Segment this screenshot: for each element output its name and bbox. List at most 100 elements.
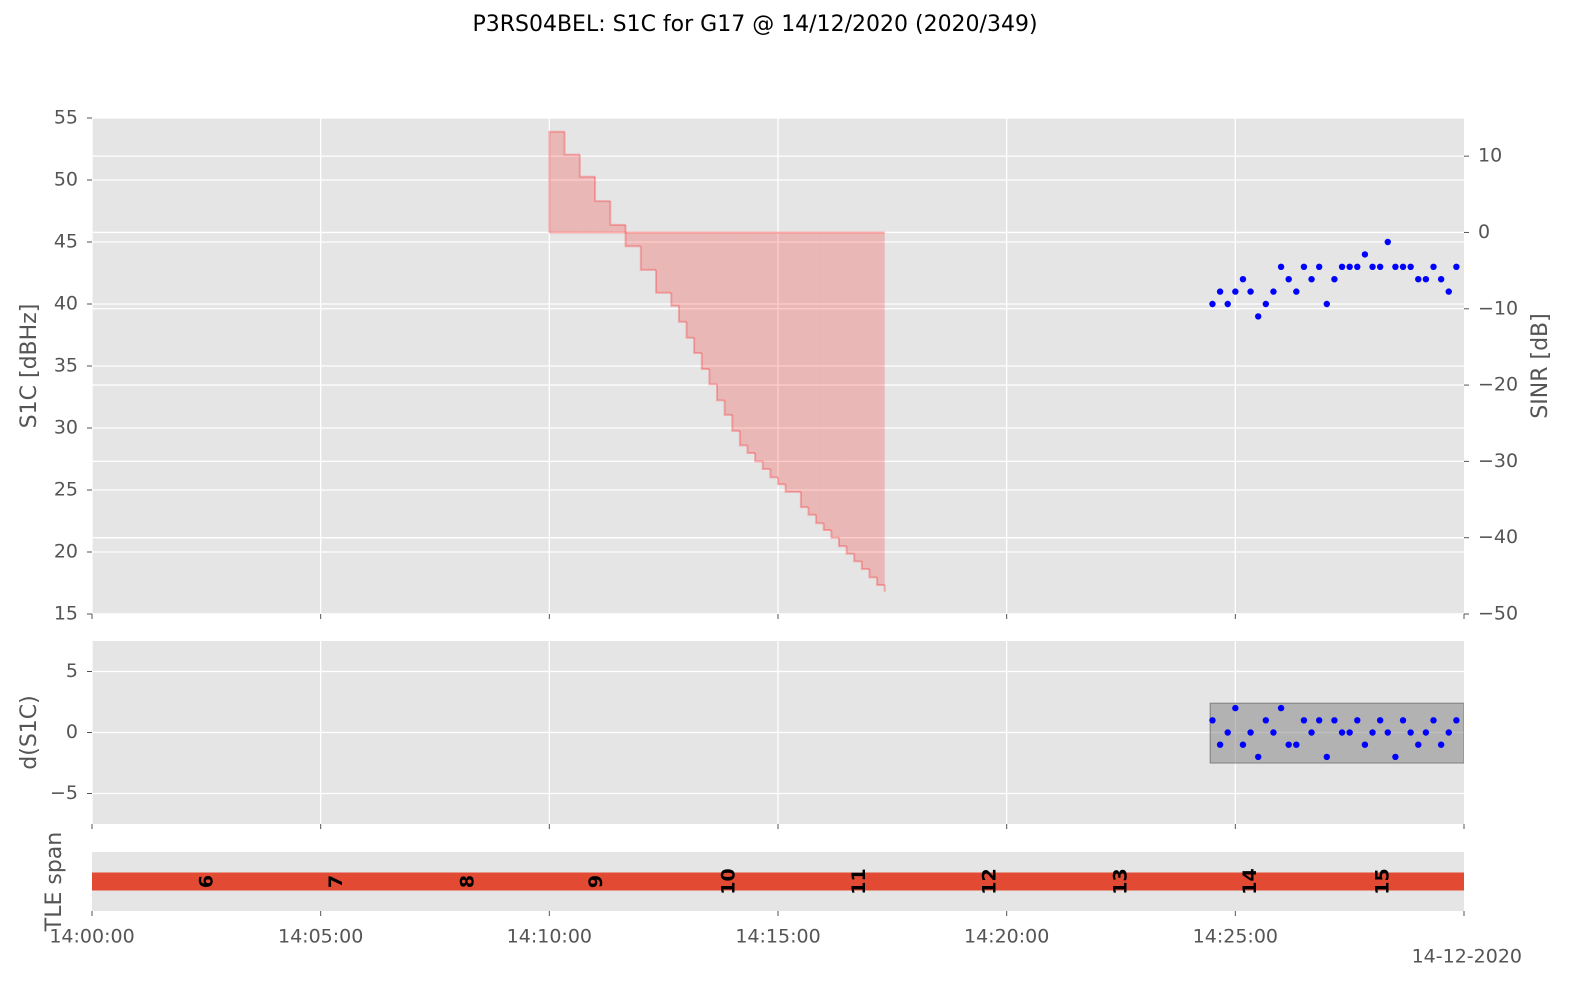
- y-tick-label: 10: [1478, 145, 1502, 167]
- step-line: [738, 430, 748, 447]
- point: [1399, 263, 1407, 270]
- step-fill: [724, 232, 733, 415]
- step-fill: [838, 232, 847, 547]
- span-label: 11: [848, 868, 870, 894]
- y-axis-label: d(S1C): [17, 695, 42, 769]
- step-line: [716, 384, 725, 402]
- y-tick-label: 30: [54, 417, 78, 439]
- point: [1308, 729, 1315, 736]
- step-line: [655, 269, 672, 294]
- point: [1407, 729, 1414, 736]
- y-tick-label: 15: [54, 603, 78, 625]
- step-line: [563, 131, 580, 156]
- point: [1270, 729, 1277, 736]
- point: [1255, 313, 1262, 320]
- point: [1384, 238, 1391, 246]
- point: [1445, 729, 1452, 736]
- point: [1338, 729, 1346, 736]
- point: [1277, 263, 1285, 270]
- step-line: [777, 477, 786, 486]
- point: [1415, 741, 1422, 748]
- point: [1300, 263, 1308, 270]
- step-fill: [717, 232, 725, 401]
- point: [1346, 729, 1353, 736]
- point: [1285, 741, 1292, 748]
- step-fill: [762, 232, 771, 470]
- span-label: 6: [196, 875, 218, 888]
- point: [1224, 729, 1231, 736]
- y-tick-label: 25: [54, 479, 78, 501]
- step-fill: [755, 232, 763, 462]
- point: [1262, 717, 1270, 724]
- point: [1437, 741, 1445, 748]
- point: [1300, 717, 1308, 724]
- step-fill: [854, 232, 862, 562]
- step-fill: [785, 232, 801, 492]
- step-line: [708, 369, 718, 386]
- point: [1354, 717, 1361, 724]
- point: [1376, 717, 1384, 724]
- step-fill: [595, 201, 611, 233]
- point: [1247, 288, 1254, 295]
- point: [1232, 288, 1239, 295]
- point: [1361, 251, 1369, 258]
- x-tick-label: 14:20:00: [964, 926, 1049, 948]
- point: [1437, 276, 1445, 283]
- point: [1354, 263, 1361, 270]
- span-label: 14: [1239, 868, 1261, 894]
- point: [1392, 263, 1399, 270]
- step-line: [723, 400, 733, 416]
- x-tick-label: 14:25:00: [1193, 926, 1278, 948]
- step-fill: [770, 232, 778, 478]
- y-axis-label: S1C [dBHz]: [17, 304, 42, 429]
- point: [1422, 276, 1430, 283]
- step-fill: [709, 232, 718, 385]
- y-tick-label: 20: [54, 541, 78, 563]
- point: [1315, 717, 1323, 724]
- step-line: [594, 176, 611, 203]
- y-tick-label: 40: [54, 293, 78, 315]
- plot: [92, 641, 1464, 824]
- step-fill: [816, 232, 824, 524]
- y-tick-label: 55: [54, 107, 78, 129]
- step-line: [868, 568, 878, 579]
- point: [1369, 263, 1376, 270]
- plot: [92, 118, 1464, 614]
- figure-title: P3RS04BEL: S1C for G17 @ 14/12/2020 (202…: [472, 12, 1037, 37]
- point: [1422, 729, 1430, 736]
- step-fill: [625, 232, 641, 247]
- step-fill: [823, 232, 832, 531]
- point: [1453, 717, 1460, 724]
- step-line: [876, 577, 885, 587]
- point: [1407, 263, 1414, 270]
- step-line: [677, 305, 687, 323]
- x-tick-label: 14:15:00: [735, 926, 820, 948]
- step-fill: [846, 232, 855, 554]
- point: [1445, 288, 1452, 295]
- point: [1255, 753, 1262, 761]
- step-line: [807, 507, 817, 516]
- point: [1209, 300, 1216, 308]
- step-fill: [877, 232, 885, 586]
- step-line: [853, 553, 862, 563]
- point: [1338, 263, 1346, 270]
- step-line: [822, 523, 832, 532]
- span-label: 7: [325, 875, 347, 888]
- point: [1216, 741, 1224, 748]
- point: [1430, 717, 1437, 724]
- step-fill: [747, 232, 756, 453]
- point: [1247, 729, 1254, 736]
- step-fill: [549, 131, 565, 233]
- step-fill: [808, 232, 817, 515]
- point: [1430, 263, 1437, 270]
- step-line: [624, 224, 641, 248]
- point: [1285, 276, 1292, 283]
- point: [1315, 263, 1323, 270]
- y-tick-label: 5: [66, 660, 78, 682]
- point: [1216, 288, 1224, 295]
- point: [1277, 704, 1285, 712]
- span-label: 13: [1110, 868, 1132, 894]
- step-fill: [656, 232, 672, 293]
- y-tick-label: −40: [1478, 526, 1518, 548]
- point: [1346, 263, 1353, 270]
